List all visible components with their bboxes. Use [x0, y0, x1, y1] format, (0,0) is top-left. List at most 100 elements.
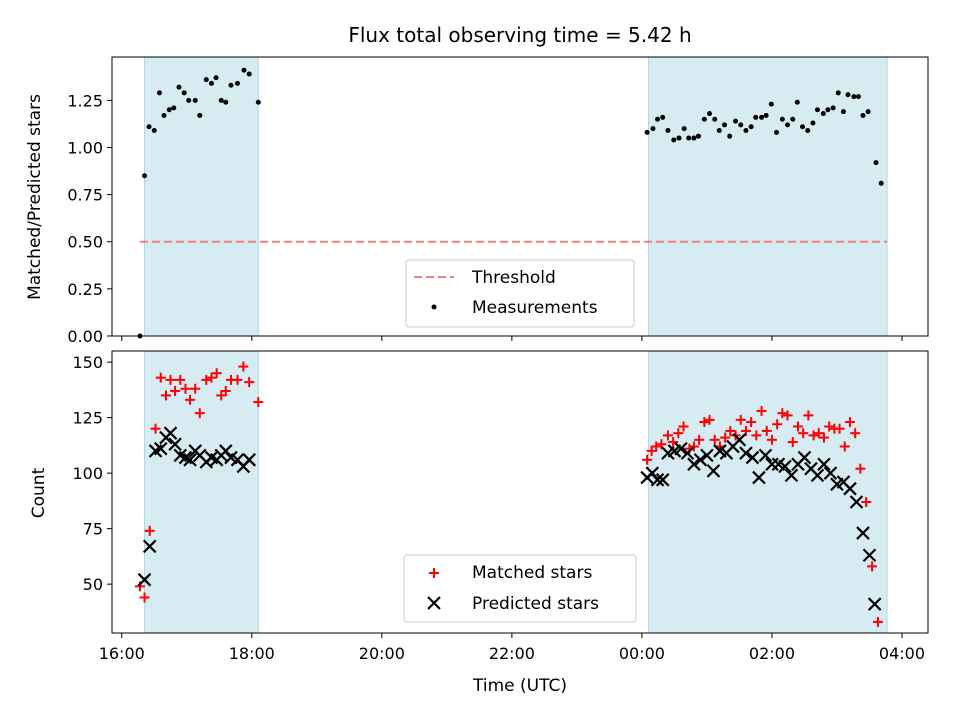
matched-star-point [642, 454, 653, 465]
matched-star-point [761, 425, 772, 436]
measurement-point [790, 116, 796, 122]
shaded-observing-window [144, 56, 259, 337]
measurement-point [181, 90, 187, 96]
x-tick-label: 02:00 [749, 644, 795, 663]
top-axes-frame [111, 56, 929, 337]
y-tick-label: 0.25 [67, 280, 103, 299]
measurement-point [197, 112, 203, 118]
matched-star-point [688, 441, 699, 452]
measurement-point [878, 180, 884, 186]
top-panel: 0.00 0.25 0.50 0.75 1.00 1.25 Matched/Predict… [25, 56, 929, 346]
measurement-point [255, 99, 261, 105]
matched-star-point [803, 410, 814, 421]
x-stroke [797, 450, 812, 465]
measurement-point [768, 101, 774, 107]
x-stroke [178, 450, 193, 465]
measurement-point [840, 109, 846, 115]
matched-star-point [238, 361, 249, 372]
measurement-point [650, 126, 656, 132]
matched-star-point [720, 432, 731, 443]
measurement-point [738, 122, 744, 128]
bottom-x-ticks: 16:00 18:00 20:00 22:00 00:00 02:00 04:00 [99, 633, 925, 663]
x-stroke [706, 464, 721, 478]
predicted-star-point [706, 464, 721, 478]
x-stroke [771, 457, 786, 472]
top-y-ticks: 0.00 0.25 0.50 0.75 1.00 1.25 [67, 91, 112, 346]
predicted-star-point [655, 473, 670, 487]
measurement-point [208, 80, 214, 86]
measurement-point [176, 84, 182, 90]
x-stroke [183, 453, 197, 467]
matched-star-point [850, 428, 861, 439]
measurement-point [246, 71, 252, 77]
matched-star-point [216, 390, 227, 401]
predicted-star-point [693, 453, 708, 467]
measurement-point [753, 114, 759, 120]
predicted-star-point [778, 459, 792, 474]
legend-threshold-label: Threshold [471, 268, 556, 288]
x-stroke [804, 461, 818, 476]
x-stroke [687, 457, 701, 472]
x-stroke [843, 481, 857, 496]
measurement-point [763, 112, 769, 118]
measurement-point [665, 128, 671, 134]
predicted-star-point [732, 433, 747, 447]
legend-x-marker [427, 596, 441, 610]
bottom-legend: Matched stars Predicted stars [403, 554, 637, 623]
bottom-axes-frame [111, 350, 929, 634]
matched-star-point [855, 463, 866, 474]
matched-star-point [782, 410, 793, 421]
measurement-point [820, 111, 826, 117]
predicted-star-point [752, 470, 766, 485]
measurement-point [721, 122, 727, 128]
matched-star-point [818, 432, 829, 443]
x-stroke [224, 450, 238, 465]
x-stroke [693, 453, 708, 467]
predicted-star-point [745, 450, 760, 465]
measurement-point [186, 97, 192, 103]
legend-matched-marker [429, 568, 439, 578]
predicted-stars-series [137, 426, 882, 611]
matched-star-point [709, 434, 720, 445]
measurements-series [137, 67, 884, 339]
matched-star-point [740, 425, 751, 436]
top-x-ticks [121, 336, 903, 341]
x-stroke [784, 468, 799, 483]
matched-star-point [150, 423, 161, 434]
x-stroke [817, 457, 831, 472]
matched-star-point [170, 385, 181, 396]
matched-star-point [861, 496, 872, 507]
x-stroke [856, 526, 870, 540]
matched-star-point [777, 408, 788, 419]
predicted-star-point [700, 448, 714, 463]
legend-matched-label: Matched stars [472, 563, 592, 583]
x-tick-label: 22:00 [489, 644, 535, 663]
y-tick-label: 0.75 [67, 186, 103, 205]
predicted-star-point [650, 473, 665, 487]
measurement-point [213, 75, 219, 81]
predicted-star-point [674, 441, 688, 456]
measurement-point [142, 173, 148, 179]
x-stroke [192, 448, 207, 463]
shaded-observing-window [647, 56, 888, 337]
x-tick-label: 20:00 [359, 644, 405, 663]
matched-star-point [735, 414, 746, 425]
matched-star-point [185, 394, 196, 405]
x-stroke [142, 539, 157, 554]
matched-star-point [772, 419, 783, 430]
x-tick-label: 00:00 [619, 644, 665, 663]
measurement-point [800, 124, 806, 130]
shaded-observing-window [647, 350, 888, 634]
matched-star-point [180, 383, 191, 394]
matched-star-point [766, 434, 777, 445]
matched-star-point [746, 417, 757, 428]
y-tick-label: 50 [83, 575, 103, 594]
measurement-point [785, 122, 791, 128]
matched-star-point [756, 405, 767, 416]
matched-star-point [699, 417, 710, 428]
matched-star-point [201, 374, 212, 385]
matched-star-point [839, 441, 850, 452]
x-stroke [810, 468, 825, 483]
measurement-point [845, 92, 851, 98]
